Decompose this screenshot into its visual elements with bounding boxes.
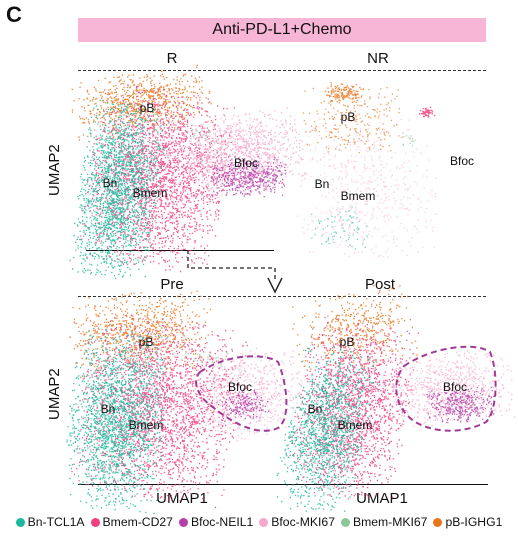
legend-item: pB-IGHG1	[433, 515, 502, 529]
legend-item: Bmem-MKI67	[340, 515, 428, 529]
legend-swatch	[433, 517, 443, 527]
legend-item: Bn-TCL1A	[15, 515, 85, 529]
umap-panel-pre: pB Bn Bmem Bfoc	[66, 290, 308, 515]
cell-points	[221, 388, 270, 421]
cell-points	[426, 386, 495, 424]
cell-points	[71, 64, 212, 141]
cluster-label: Bfoc	[443, 380, 467, 394]
xlabel-pre: UMAP1	[156, 490, 208, 507]
cluster-label: Bmem	[129, 418, 164, 432]
cell-points	[302, 84, 403, 154]
cell-points	[210, 156, 287, 198]
legend-swatch	[259, 517, 269, 527]
column-label-r: R	[166, 50, 178, 67]
umap-panel-post: pB Bn Bmem Bfoc	[276, 285, 516, 522]
banner-title: Anti-PD-L1+Chemo	[212, 21, 352, 38]
cell-points	[289, 317, 419, 500]
cell-points	[311, 206, 368, 250]
legend-item: Bfoc-NEIL1	[178, 515, 254, 529]
cluster-label: pB	[139, 335, 154, 349]
cluster-label: Bn	[101, 402, 116, 416]
legend-label: Bfoc-NEIL1	[190, 515, 254, 529]
cluster-label: Bmem	[338, 418, 373, 432]
cell-points	[402, 132, 416, 147]
cell-points	[297, 118, 437, 259]
xlabel-post: UMAP1	[356, 490, 408, 507]
column-label-pre: Pre	[160, 276, 184, 293]
treatment-banner: Anti-PD-L1+Chemo	[78, 18, 486, 42]
legend-label: Bmem-CD27	[102, 515, 173, 529]
cell-points	[419, 106, 436, 118]
cluster-label: pB	[341, 110, 356, 124]
umap-panel-r: pB Bn Bmem Bfoc	[69, 64, 308, 280]
legend-label: Bfoc-MKI67	[271, 515, 335, 529]
cell-points	[324, 82, 364, 103]
cell-points	[169, 107, 308, 207]
legend-label: Bn-TCL1A	[27, 515, 85, 529]
umap-panel-nr: pB Bn Bmem Bfoc	[297, 82, 474, 259]
cluster-label: Bn	[103, 176, 118, 190]
column-label-nr: NR	[367, 50, 389, 67]
legend-item: Bfoc-MKI67	[259, 515, 335, 529]
cell-points	[382, 350, 516, 428]
cell-points	[80, 84, 236, 273]
bottom-dashed-divider	[78, 296, 486, 297]
cell-points	[184, 347, 308, 443]
bfoc-highlight-outline	[395, 345, 497, 432]
legend-swatch	[90, 517, 100, 527]
cluster-label: pB	[140, 101, 155, 115]
column-label-post: Post	[364, 276, 395, 293]
legend-swatch	[178, 517, 188, 527]
cluster-label: Bfoc	[228, 380, 252, 394]
cell-points	[69, 99, 167, 280]
cell-points	[292, 285, 418, 370]
cluster-label: pB	[340, 335, 355, 349]
legend-label: Bmem-MKI67	[352, 515, 428, 529]
cluster-label: Bmem	[133, 186, 168, 200]
legend-swatch	[340, 517, 350, 527]
cluster-label: Bfoc	[234, 156, 258, 170]
cell-points	[66, 327, 168, 515]
legend: Bn-TCL1A Bmem-CD27 Bfoc-NEIL1 Bfoc-MKI67 Bme…	[0, 515, 518, 529]
cell-points	[276, 346, 378, 522]
cluster-label: Bmem	[341, 189, 376, 203]
bfoc-highlight-outline	[195, 355, 288, 432]
top-dashed-divider	[78, 70, 486, 71]
cluster-label: Bfoc	[450, 154, 474, 168]
top-axis-line	[86, 250, 274, 251]
panel-letter: C	[6, 2, 22, 27]
legend-item: Bmem-CD27	[90, 515, 173, 529]
cell-points	[184, 352, 228, 367]
cluster-label: Bn	[308, 402, 323, 416]
cluster-label: Bn	[315, 177, 330, 191]
legend-label: pB-IGHG1	[445, 515, 503, 529]
bottom-axis-line	[78, 484, 488, 485]
legend-swatch	[15, 517, 25, 527]
